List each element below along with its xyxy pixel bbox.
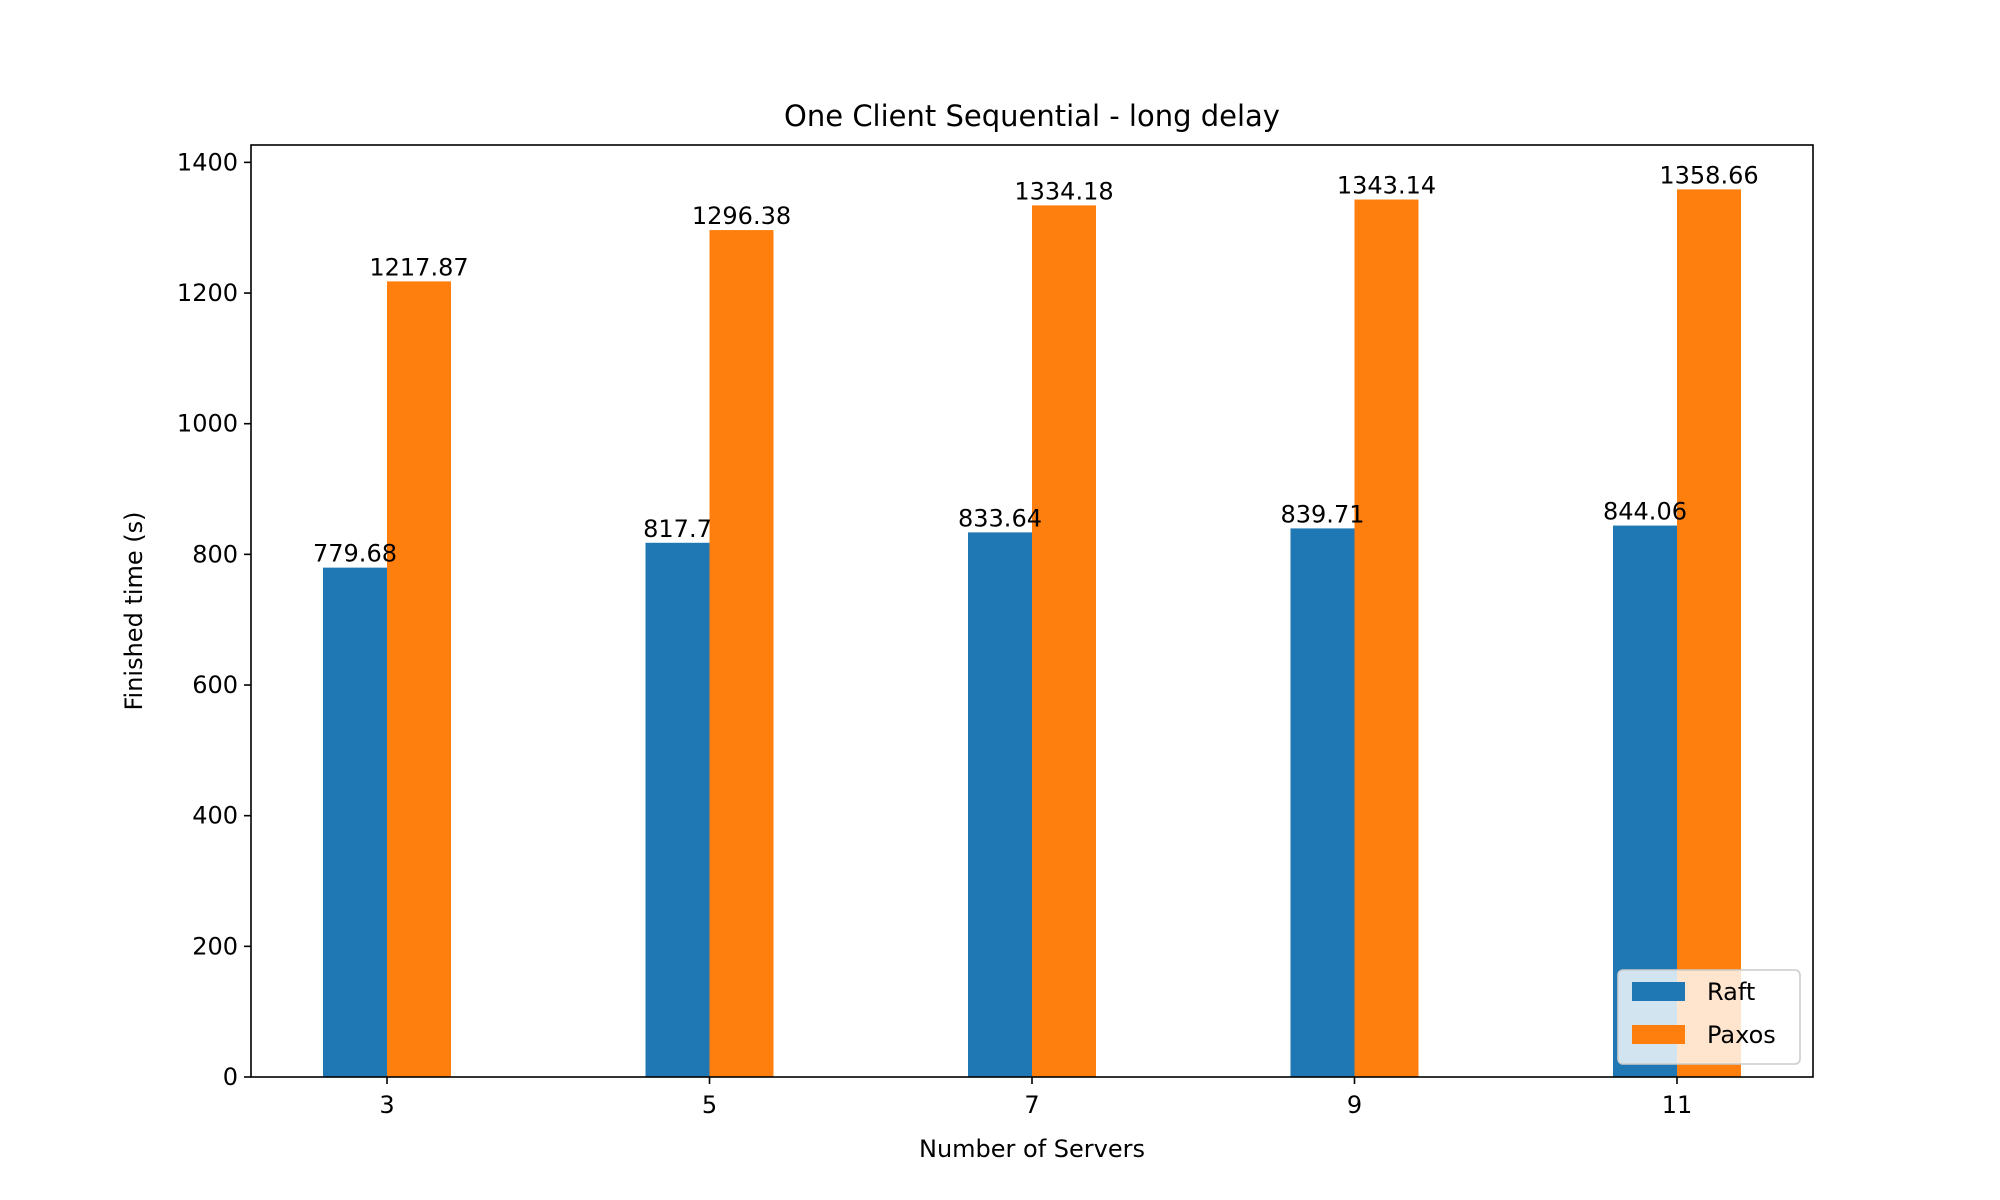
legend: Raft Paxos bbox=[1617, 969, 1801, 1065]
bars bbox=[323, 189, 1741, 1078]
x-axis-label: Number of Servers bbox=[919, 1135, 1145, 1163]
bar-raft bbox=[323, 567, 387, 1077]
bar-paxos bbox=[1032, 205, 1096, 1078]
bar-paxos bbox=[709, 230, 774, 1077]
y-tick-label: 0 bbox=[223, 1063, 238, 1091]
value-label-paxos: 1296.38 bbox=[692, 202, 791, 230]
value-label-paxos: 1343.14 bbox=[1337, 172, 1436, 200]
value-label-raft: 779.68 bbox=[313, 540, 397, 568]
y-tick-label: 200 bbox=[192, 932, 238, 960]
x-tick-label: 5 bbox=[702, 1091, 717, 1119]
legend-label-raft: Raft bbox=[1707, 978, 1755, 1006]
value-label-paxos: 1358.66 bbox=[1659, 161, 1758, 189]
plot-frame bbox=[250, 144, 1814, 1078]
x-tick-label: 11 bbox=[1662, 1091, 1693, 1119]
value-label-paxos: 1334.18 bbox=[1014, 177, 1113, 205]
y-tick-label: 800 bbox=[192, 540, 238, 568]
bar-raft bbox=[968, 532, 1032, 1077]
bar-paxos bbox=[387, 281, 451, 1077]
value-label-raft: 844.06 bbox=[1603, 498, 1687, 526]
value-labels: 779.68 817.7 833.64 839.71 844.06 1217.87 1296… bbox=[313, 161, 1759, 567]
x-axis: 3 5 7 9 11 bbox=[379, 1077, 1692, 1119]
legend-swatch-raft bbox=[1632, 982, 1685, 1001]
value-label-raft: 833.64 bbox=[958, 504, 1042, 532]
y-tick-label: 1000 bbox=[177, 410, 238, 438]
y-axis-label: Finished time (s) bbox=[120, 511, 148, 710]
x-tick-label: 7 bbox=[1024, 1091, 1039, 1119]
legend-swatch-paxos bbox=[1632, 1025, 1685, 1044]
x-tick-label: 3 bbox=[379, 1091, 394, 1119]
value-label-raft: 839.71 bbox=[1281, 500, 1365, 528]
y-tick-label: 1400 bbox=[177, 148, 238, 176]
y-tick-label: 400 bbox=[192, 802, 238, 830]
value-label-paxos: 1217.87 bbox=[369, 253, 468, 281]
bar-raft bbox=[645, 542, 710, 1077]
y-tick-label: 1200 bbox=[177, 279, 238, 307]
value-label-raft: 817.7 bbox=[643, 515, 712, 543]
bar-paxos bbox=[1677, 189, 1741, 1077]
bar-paxos bbox=[1354, 199, 1419, 1078]
x-tick-label: 9 bbox=[1347, 1091, 1362, 1119]
bar-raft bbox=[1290, 528, 1355, 1077]
legend-label-paxos: Paxos bbox=[1707, 1021, 1776, 1049]
y-tick-label: 600 bbox=[192, 671, 238, 699]
chart-title: One Client Sequential - long delay bbox=[784, 99, 1280, 133]
y-axis: 0 200 400 600 800 1000 1200 1400 bbox=[177, 148, 251, 1091]
